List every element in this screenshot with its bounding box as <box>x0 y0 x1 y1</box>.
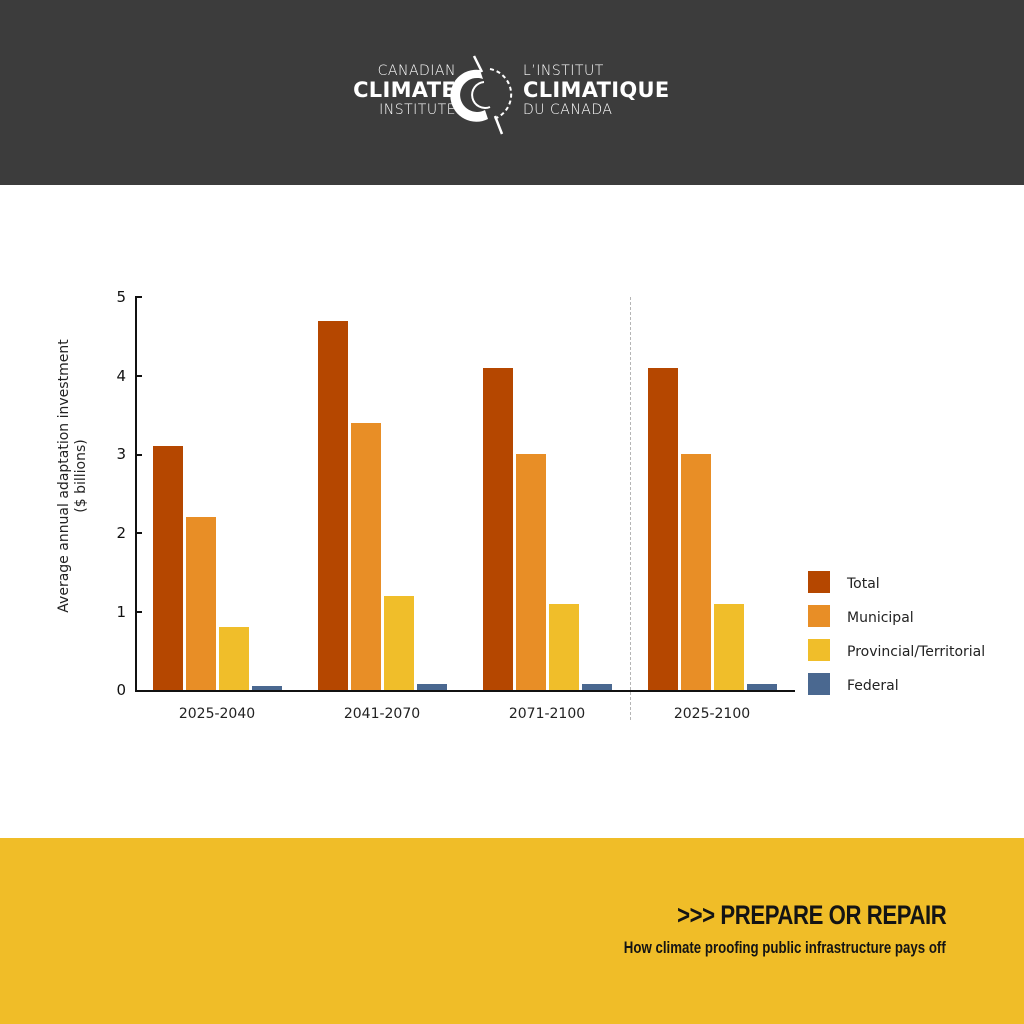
bar-provincial-territorial-2041-2070 <box>384 596 414 690</box>
logo-french-text: L’INSTITUT CLIMATIQUE DU CANADA <box>523 64 670 117</box>
legend-swatch-federal <box>808 673 830 695</box>
y-tick-mark-5 <box>135 296 142 298</box>
y-tick-1: 1 <box>116 603 126 621</box>
x-category-label: 2025-2040 <box>178 706 256 722</box>
legend-label-provincial-territorial: Provincial/Territorial <box>847 644 986 660</box>
logo-fr-line1: L’INSTITUT <box>523 63 604 79</box>
legend-item-federal: Federal <box>808 673 985 707</box>
y-tick-5: 5 <box>116 288 126 306</box>
x-axis-line <box>135 690 795 692</box>
bar-federal-2025-2040 <box>252 686 282 690</box>
y-tick-0: 0 <box>116 681 126 699</box>
bar-provincial-territorial-2025-2100 <box>714 604 744 690</box>
bar-total-2071-2100 <box>483 368 513 690</box>
report-subtitle: How climate proofing public infrastructu… <box>624 938 946 957</box>
bar-total-2025-2040 <box>153 446 183 690</box>
climate-ring-logo-icon <box>450 55 513 135</box>
period-divider-dashed-line <box>630 297 631 720</box>
x-category-label: 2025-2100 <box>673 706 751 722</box>
bar-federal-2025-2100 <box>747 684 777 690</box>
bar-municipal-2025-2040 <box>186 517 216 690</box>
logo-fr-line3: DU CANADA <box>523 102 613 118</box>
legend-swatch-municipal <box>808 605 830 627</box>
logo-fr-line2: CLIMATIQUE <box>523 78 670 102</box>
y-tick-3: 3 <box>116 445 126 463</box>
y-tick-mark-3 <box>135 454 142 456</box>
legend-label-municipal: Municipal <box>847 610 914 626</box>
logo-en-line1: CANADIAN <box>377 63 456 79</box>
logo-en-line3: INSTITUTE <box>379 102 456 118</box>
legend-item-provincial-territorial: Provincial/Territorial <box>808 639 985 673</box>
canadian-climate-institute-logo: CANADIAN CLIMATE INSTITUTE L’INSTITUT CL… <box>340 52 680 138</box>
bar-provincial-territorial-2025-2040 <box>219 627 249 690</box>
y-axis-title-line1: Average annual adaptation investment <box>56 339 72 613</box>
legend-swatch-provincial-territorial <box>808 639 830 661</box>
footer-banner: >>> PREPARE OR REPAIR How climate proofi… <box>0 838 1024 1024</box>
bar-federal-2071-2100 <box>582 684 612 690</box>
y-axis-title-line2: ($ billions) <box>73 439 89 513</box>
bar-provincial-territorial-2071-2100 <box>549 604 579 690</box>
y-tick-2: 2 <box>116 524 126 542</box>
y-axis-title: Average annual adaptation investment ($ … <box>56 306 90 646</box>
y-tick-4: 4 <box>116 367 126 385</box>
y-tick-mark-4 <box>135 375 142 377</box>
y-axis-line <box>135 296 137 692</box>
y-tick-mark-2 <box>135 532 142 534</box>
header-banner: CANADIAN CLIMATE INSTITUTE L’INSTITUT CL… <box>0 0 1024 185</box>
bar-federal-2041-2070 <box>417 684 447 690</box>
logo-english-text: CANADIAN CLIMATE INSTITUTE <box>353 64 456 117</box>
report-title: >>> PREPARE OR REPAIR <box>676 900 947 930</box>
legend-label-total: Total <box>847 576 880 592</box>
bar-municipal-2041-2070 <box>351 423 381 690</box>
y-tick-mark-1 <box>135 611 142 613</box>
logo-en-line2: CLIMATE <box>353 78 456 102</box>
legend-label-federal: Federal <box>847 678 899 694</box>
x-category-label: 2071-2100 <box>508 706 586 722</box>
legend-item-total: Total <box>808 571 985 605</box>
x-category-label: 2041-2070 <box>343 706 421 722</box>
chart-legend: Total Municipal Provincial/Territorial F… <box>808 571 985 707</box>
bar-municipal-2025-2100 <box>681 454 711 690</box>
bar-municipal-2071-2100 <box>516 454 546 690</box>
legend-item-municipal: Municipal <box>808 605 985 639</box>
legend-swatch-total <box>808 571 830 593</box>
bar-total-2025-2100 <box>648 368 678 690</box>
bar-total-2041-2070 <box>318 321 348 690</box>
